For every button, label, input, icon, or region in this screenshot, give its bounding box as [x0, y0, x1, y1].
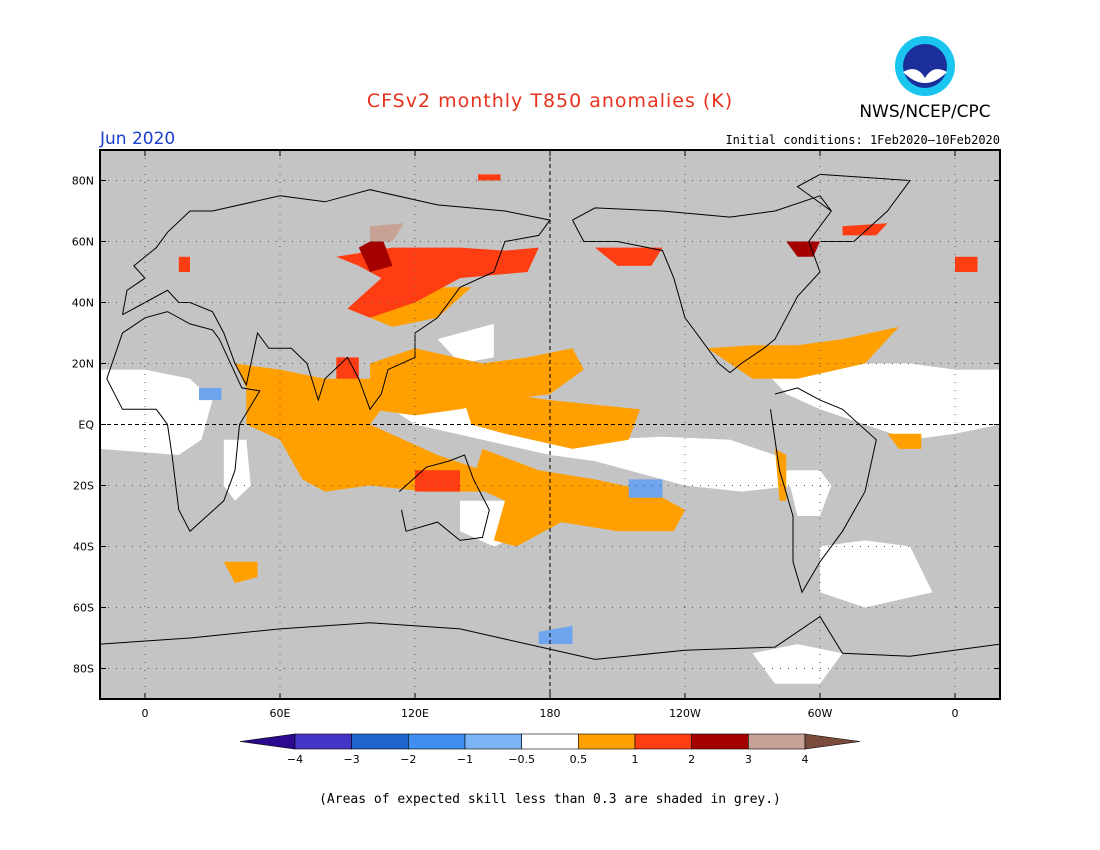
- lat-tick-label: EQ: [78, 419, 94, 432]
- anomaly-region-pos1: [887, 433, 922, 449]
- lon-tick-label: 0: [142, 707, 149, 720]
- lon-tick-label: 120W: [669, 707, 701, 720]
- colorbar-label: −0.5: [508, 753, 535, 766]
- forecast-period: Jun 2020: [100, 129, 176, 149]
- anomaly-region-pos1: [235, 363, 505, 492]
- colorbar-segment: [634, 733, 692, 750]
- anomaly-region-pos2: [595, 247, 663, 266]
- anomaly-regions: [100, 174, 1000, 684]
- lat-tick-label: 60N: [72, 236, 94, 249]
- graticule: [100, 150, 1000, 699]
- coastline-africa: [106, 311, 261, 533]
- colorbar-segment: [748, 733, 806, 750]
- coastline-north-america: [572, 195, 832, 374]
- anomaly-region-pos2: [842, 223, 888, 236]
- noaa-logo: [895, 36, 955, 96]
- colorbar-label: 4: [802, 753, 809, 766]
- anomaly-region-neg1: [199, 387, 222, 401]
- lat-tick-label: 40S: [73, 541, 94, 554]
- colorbar-arrow-low: [239, 733, 296, 750]
- anomaly-region-pos1: [370, 348, 584, 416]
- lon-tick-label: 60W: [808, 707, 833, 720]
- colorbar-segment: [408, 733, 466, 750]
- anomaly-region-pos1: [223, 561, 258, 584]
- colorbar-label: 1: [632, 753, 639, 766]
- coastline-australia: [398, 454, 490, 541]
- lon-tick-label: 120E: [401, 707, 429, 720]
- colorbar-label: −3: [344, 753, 360, 766]
- colorbar-segment: [351, 733, 409, 750]
- lat-tick-label: 20N: [72, 358, 94, 371]
- chart-title: CFSv2 monthly T850 anomalies (K): [366, 90, 734, 112]
- anomaly-region-pos1: [471, 448, 685, 547]
- anomaly-region-pos2: [478, 174, 501, 181]
- colorbar-segment: [578, 733, 636, 750]
- colorbar-segment: [521, 733, 579, 750]
- footnote: (Areas of expected skill less than 0.3 a…: [319, 792, 781, 807]
- lon-tick-label: 60E: [270, 707, 291, 720]
- anomaly-region-pos3: [358, 235, 393, 272]
- anomaly-region-white: [820, 540, 933, 608]
- lat-tick-label: 20S: [73, 480, 94, 493]
- anomaly-region-pos2: [415, 470, 460, 492]
- coastlines: [99, 173, 1001, 660]
- colorbar-label: 0.5: [570, 753, 588, 766]
- lat-tick-label: 60S: [73, 602, 94, 615]
- initial-conditions: Initial conditions: 1Feb2020–10Feb2020: [725, 133, 1000, 147]
- anomaly-region-pos2: [336, 357, 359, 379]
- anomaly-region-neg1: [628, 479, 663, 498]
- lon-tick-label: 180: [540, 707, 561, 720]
- lat-tick-label: 40N: [72, 297, 94, 310]
- colorbar-label: 3: [745, 753, 752, 766]
- colorbar-arrow-high: [804, 733, 861, 750]
- colorbar-label: −4: [287, 753, 303, 766]
- axis-ticks: 80N 60N 40N 20N EQ 20S 40S 60S 80S 0 60E 120E 180 120…: [72, 150, 1000, 720]
- anomaly-region-pos3: [786, 241, 820, 257]
- anomaly-region-white: [437, 323, 494, 364]
- anomaly-region-pos2: [955, 256, 978, 272]
- anomaly-region-neg1: [538, 625, 573, 645]
- anomaly-region-white: [763, 363, 1000, 440]
- anomaly-region-pos2: [178, 256, 190, 272]
- anomaly-region-white: [100, 369, 213, 455]
- coastline-greenland: [796, 173, 911, 242]
- colorbar-label: 2: [688, 753, 695, 766]
- agency-label: NWS/NCEP/CPC: [859, 102, 991, 122]
- lat-tick-label: 80N: [72, 175, 94, 188]
- lat-tick-label: 80S: [73, 663, 94, 676]
- lon-tick-label: 0: [952, 707, 959, 720]
- anomaly-region-pos1: [707, 326, 899, 379]
- colorbar-label: −2: [400, 753, 416, 766]
- colorbar-segment: [691, 733, 749, 750]
- coastline-eurasia: [122, 189, 551, 411]
- anomaly-region-white: [786, 470, 832, 516]
- anomaly-region-pos4: [370, 223, 404, 242]
- colorbar: −4 −3 −2 −1 −0.5 0.5 1 2 3 4: [239, 733, 861, 766]
- colorbar-segment: [464, 733, 522, 750]
- colorbar-label: −1: [457, 753, 473, 766]
- coastline-south-america: [770, 387, 877, 594]
- coastline-antarctica: [99, 615, 1001, 660]
- colorbar-segment: [294, 733, 352, 750]
